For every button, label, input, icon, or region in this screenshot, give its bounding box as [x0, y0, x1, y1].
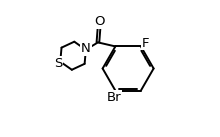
- Text: N: N: [81, 42, 91, 55]
- Text: Br: Br: [106, 91, 121, 104]
- Text: S: S: [54, 57, 62, 70]
- Text: O: O: [94, 15, 104, 28]
- Text: F: F: [142, 37, 149, 50]
